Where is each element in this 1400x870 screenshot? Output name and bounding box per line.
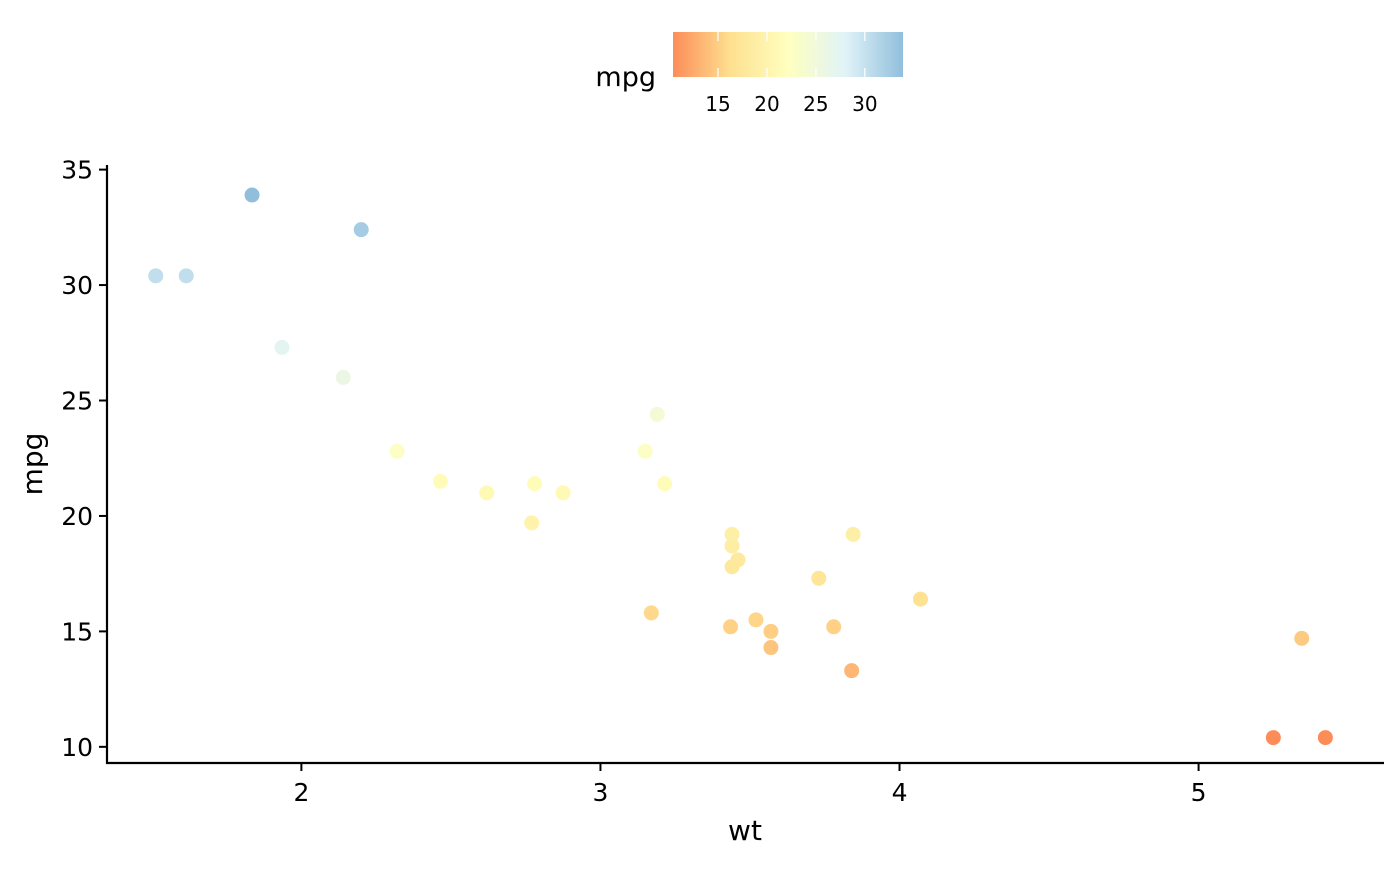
x-tick-label: 2 bbox=[293, 778, 309, 807]
y-tick-label: 20 bbox=[61, 502, 93, 531]
y-axis-ticks: 10 15 20 25 30 35 bbox=[61, 156, 107, 762]
data-point bbox=[335, 369, 351, 385]
y-axis-title: mpg bbox=[16, 433, 49, 496]
data-point bbox=[811, 570, 827, 586]
y-tick-label: 35 bbox=[61, 156, 93, 185]
legend-ticks: 15 20 25 30 bbox=[705, 32, 878, 116]
data-point bbox=[637, 443, 653, 459]
data-point bbox=[649, 406, 665, 422]
x-tick-label: 4 bbox=[892, 778, 908, 807]
data-point bbox=[389, 443, 405, 459]
data-point bbox=[763, 623, 779, 639]
data-point bbox=[748, 612, 764, 628]
data-point bbox=[643, 605, 659, 621]
data-point bbox=[353, 222, 369, 238]
legend-title: mpg bbox=[595, 62, 656, 93]
x-tick-label: 3 bbox=[593, 778, 609, 807]
x-axis-title: wt bbox=[728, 814, 762, 847]
data-point bbox=[432, 473, 448, 489]
legend-tick-label: 20 bbox=[754, 92, 779, 116]
data-point bbox=[763, 640, 779, 656]
data-point bbox=[524, 515, 540, 531]
points-layer bbox=[148, 187, 1333, 746]
legend: mpg 15 20 25 30 bbox=[595, 32, 903, 116]
y-tick-label: 30 bbox=[61, 271, 93, 300]
data-point bbox=[724, 526, 740, 542]
y-tick-label: 25 bbox=[61, 387, 93, 416]
axes: 2 3 4 5 10 15 20 25 30 35 wt mpg bbox=[16, 156, 1384, 847]
data-point bbox=[826, 619, 842, 635]
data-point bbox=[844, 663, 860, 679]
data-point bbox=[845, 526, 861, 542]
data-point bbox=[723, 619, 739, 635]
y-tick-label: 10 bbox=[61, 733, 93, 762]
data-point bbox=[555, 485, 571, 501]
data-point bbox=[912, 591, 928, 607]
data-point bbox=[148, 268, 164, 284]
x-tick-label: 5 bbox=[1191, 778, 1207, 807]
data-point bbox=[527, 476, 543, 492]
legend-colorbar bbox=[673, 32, 903, 77]
data-point bbox=[274, 339, 290, 355]
data-point bbox=[724, 538, 740, 554]
data-point bbox=[1265, 730, 1281, 746]
data-point bbox=[1317, 730, 1333, 746]
legend-tick-label: 25 bbox=[803, 92, 828, 116]
data-point bbox=[657, 476, 673, 492]
legend-tick-label: 30 bbox=[852, 92, 877, 116]
data-point bbox=[178, 268, 194, 284]
data-point bbox=[244, 187, 260, 203]
legend-tick-label: 15 bbox=[705, 92, 730, 116]
data-point bbox=[724, 559, 740, 575]
data-point bbox=[479, 485, 495, 501]
data-point bbox=[1294, 630, 1310, 646]
y-tick-label: 15 bbox=[61, 617, 93, 646]
x-axis-ticks: 2 3 4 5 bbox=[293, 763, 1207, 807]
